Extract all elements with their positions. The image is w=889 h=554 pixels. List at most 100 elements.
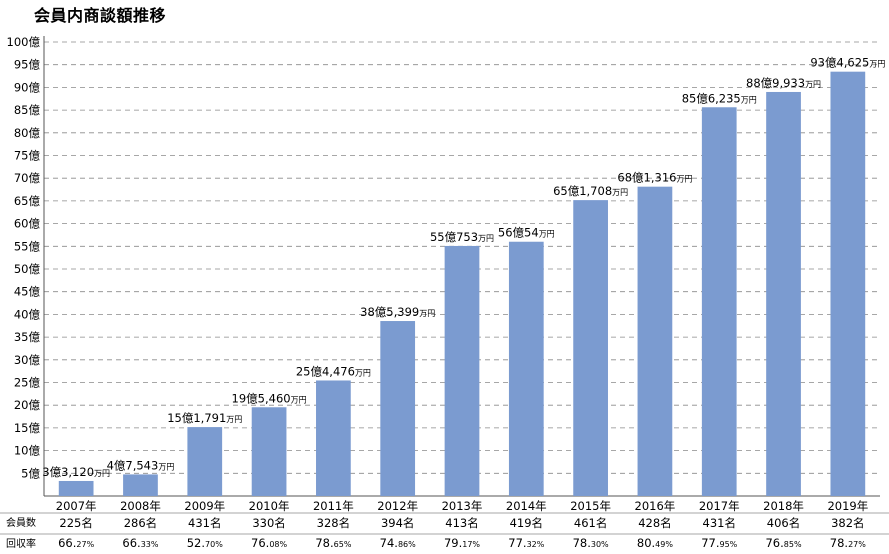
data-label-value: 3億3,120 — [42, 465, 94, 479]
bar — [766, 91, 801, 496]
member-count-cell: 461名 — [574, 516, 607, 530]
data-label: 65億1,708万円 — [553, 184, 628, 198]
rate-integer: 80. — [637, 536, 655, 550]
y-tick-label: 55億 — [14, 239, 41, 253]
data-label-unit: 万円 — [741, 95, 757, 104]
data-label-unit: 万円 — [419, 309, 435, 318]
data-label-unit: 万円 — [869, 60, 885, 69]
x-tick-label: 2018年 — [763, 499, 804, 513]
rate-decimal: 17% — [462, 540, 480, 549]
data-label: 85億6,235万円 — [682, 91, 757, 105]
member-count-cell: 394名 — [381, 516, 414, 530]
bar — [123, 474, 158, 496]
rate-integer: 78. — [573, 536, 591, 550]
member-count-cell: 225名 — [59, 516, 92, 530]
collection-rate-cell: 78.27% — [830, 536, 866, 550]
member-count-cell: 419名 — [510, 516, 543, 530]
rate-decimal: 70% — [205, 540, 223, 549]
rate-decimal: 65% — [334, 540, 352, 549]
rate-decimal: 95% — [719, 540, 737, 549]
y-tick-label: 5億 — [21, 466, 40, 480]
x-tick-label: 2008年 — [120, 499, 161, 513]
member-count-cell: 286名 — [124, 516, 157, 530]
data-label-value: 93億4,625 — [810, 56, 869, 70]
rate-decimal: 27% — [848, 540, 866, 549]
collection-rate-cell: 66.33% — [122, 536, 158, 550]
y-tick-label: 40億 — [14, 307, 41, 321]
rate-integer: 52. — [187, 536, 205, 550]
collection-rate-cell: 79.17% — [444, 536, 480, 550]
collection-rate-cell: 80.49% — [637, 536, 673, 550]
data-label-value: 38億5,399 — [360, 305, 419, 319]
y-tick-label: 65億 — [14, 194, 41, 208]
data-label: 55億753万円 — [430, 230, 494, 244]
collection-rate-cell: 77.32% — [508, 536, 544, 550]
rate-decimal: 27% — [76, 540, 94, 549]
rate-decimal: 85% — [784, 540, 802, 549]
collection-rate-cell: 74.86% — [380, 536, 416, 550]
data-label: 88億9,933万円 — [746, 76, 821, 90]
y-tick-label: 100億 — [7, 35, 41, 49]
bar — [637, 186, 673, 496]
y-tick-label: 90億 — [14, 80, 41, 94]
y-tick-label: 10億 — [14, 444, 41, 458]
member-count-cell: 382名 — [831, 516, 864, 530]
data-label-value: 19億5,460 — [232, 391, 291, 405]
rate-integer: 79. — [444, 536, 462, 550]
bar — [380, 321, 416, 496]
bar — [444, 245, 480, 496]
data-label: 25億4,476万円 — [296, 364, 371, 378]
x-tick-label: 2009年 — [184, 499, 225, 513]
data-label-unit: 万円 — [805, 80, 821, 89]
data-label-value: 68億1,316 — [617, 171, 676, 185]
bar — [316, 380, 351, 496]
bar — [508, 241, 544, 496]
y-tick-label: 85億 — [14, 103, 41, 117]
data-label: 38億5,399万円 — [360, 305, 435, 319]
bar — [58, 480, 94, 496]
data-label-unit: 万円 — [158, 462, 174, 471]
data-label: 15億1,791万円 — [167, 411, 242, 425]
y-tick-label: 15億 — [14, 421, 41, 435]
x-tick-label: 2014年 — [506, 499, 547, 513]
member-count-cell: 431名 — [188, 516, 221, 530]
data-label-unit: 万円 — [478, 234, 494, 243]
x-tick-label: 2012年 — [377, 499, 418, 513]
x-tick-label: 2015年 — [570, 499, 611, 513]
collection-rate-cell: 76.85% — [765, 536, 801, 550]
y-tick-label: 30億 — [14, 353, 41, 367]
x-tick-label: 2013年 — [442, 499, 483, 513]
rate-integer: 76. — [765, 536, 783, 550]
data-label: 56億54万円 — [498, 226, 555, 240]
x-tick-label: 2007年 — [56, 499, 97, 513]
data-label-value: 4億7,543 — [107, 458, 159, 472]
data-label-unit: 万円 — [226, 415, 242, 424]
y-tick-label: 80億 — [14, 126, 41, 140]
y-tick-label: 60億 — [14, 217, 41, 231]
x-tick-label: 2017年 — [699, 499, 740, 513]
data-label-unit: 万円 — [612, 188, 628, 197]
data-label: 4億7,543万円 — [107, 458, 175, 472]
data-label: 19億5,460万円 — [232, 391, 307, 405]
data-label-unit: 万円 — [291, 395, 307, 404]
y-tick-label: 20億 — [14, 398, 41, 412]
rate-decimal: 49% — [655, 540, 673, 549]
data-label-value: 65億1,708 — [553, 184, 612, 198]
member-count-cell: 413名 — [445, 516, 478, 530]
rate-decimal: 30% — [591, 540, 609, 549]
rate-integer: 78. — [315, 536, 333, 550]
rate-decimal: 08% — [269, 540, 287, 549]
x-tick-label: 2019年 — [827, 499, 868, 513]
collection-rate-cell: 66.27% — [58, 536, 94, 550]
rate-row-header: 回収率 — [6, 537, 36, 550]
x-tick-label: 2011年 — [313, 499, 354, 513]
data-label: 68億1,316万円 — [617, 171, 692, 185]
collection-rate-cell: 78.65% — [315, 536, 351, 550]
collection-rate-cell: 52.70% — [187, 536, 223, 550]
data-label-value: 15億1,791 — [167, 411, 226, 425]
y-tick-label: 35億 — [14, 330, 41, 344]
bar — [573, 200, 608, 496]
member-count-cell: 428名 — [638, 516, 671, 530]
y-tick-label: 50億 — [14, 262, 41, 276]
